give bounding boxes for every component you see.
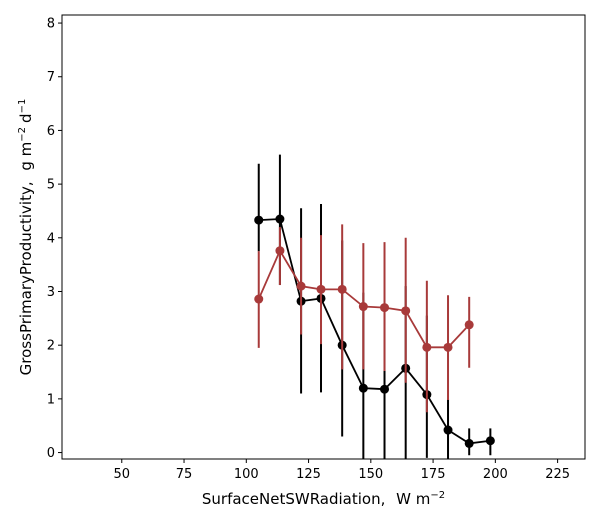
y-axis-unit-2: d (17, 113, 35, 123)
series-2 (254, 224, 474, 413)
plot-frame (61, 14, 586, 460)
x-axis-unit-exponent: −2 (430, 490, 445, 501)
x-tick-label: 75 (176, 467, 193, 482)
x-axis-label: SurfaceNetSWRadiation, W m−2 (202, 490, 445, 508)
x-axis-label-text: SurfaceNetSWRadiation, (202, 490, 386, 508)
x-tick-label: 50 (113, 467, 130, 482)
data-point (358, 302, 368, 312)
data-point (296, 281, 306, 291)
x-tick-label: 150 (358, 467, 383, 482)
data-point (380, 303, 390, 313)
y-tick-label: 6 (47, 124, 55, 139)
data-point (422, 342, 432, 352)
y-tick-label: 1 (47, 392, 55, 407)
y-axis-unit-exponent-2: −1 (17, 99, 28, 114)
data-point (380, 384, 390, 394)
x-tick-label: 225 (545, 467, 570, 482)
data-point (275, 214, 285, 224)
data-point (275, 246, 285, 256)
data-point (358, 383, 368, 393)
y-axis-unit-1: g m (17, 142, 35, 171)
x-tick-label: 125 (296, 467, 321, 482)
y-axis-unit-exponent-1: −2 (17, 127, 28, 142)
x-axis: 50 75 100 125 150 175 200 225 (113, 459, 570, 482)
series-1 (254, 154, 495, 459)
y-tick-label: 3 (47, 285, 55, 300)
data-point (464, 438, 474, 448)
y-tick-label: 0 (47, 446, 55, 461)
y-axis-label: GrossPrimaryProductivity, g m−2 d−1 (17, 99, 35, 376)
data-point (337, 284, 347, 294)
data-point (443, 425, 453, 435)
y-tick-label: 8 (47, 17, 55, 32)
data-point (443, 342, 453, 352)
series-line (258, 218, 491, 445)
x-axis-unit: W m (396, 490, 430, 508)
x-tick-label: 100 (234, 467, 259, 482)
y-axis: 0 1 2 3 4 5 6 7 8 (47, 17, 62, 461)
x-tick-label: 175 (421, 467, 446, 482)
y-tick-label: 4 (47, 231, 55, 246)
data-point (316, 284, 326, 294)
series-layer (254, 154, 495, 459)
data-point (485, 436, 495, 446)
y-tick-label: 2 (47, 339, 55, 354)
data-point (254, 294, 264, 304)
y-axis-label-text: GrossPrimaryProductivity, (17, 181, 35, 375)
data-point (401, 306, 411, 316)
x-tick-label: 200 (483, 467, 508, 482)
y-tick-label: 5 (47, 178, 55, 193)
data-point (254, 215, 264, 225)
y-tick-label: 7 (47, 70, 55, 85)
data-point (464, 320, 474, 330)
